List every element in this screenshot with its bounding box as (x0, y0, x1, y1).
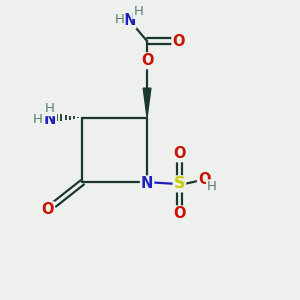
Text: O: O (42, 202, 54, 217)
Text: H: H (207, 180, 217, 193)
Text: O: O (173, 146, 186, 161)
Text: N: N (44, 112, 56, 127)
Text: O: O (173, 206, 186, 221)
Text: H: H (115, 13, 124, 26)
Text: H: H (133, 5, 143, 18)
Text: H: H (45, 102, 55, 115)
Polygon shape (143, 88, 151, 118)
Text: H: H (33, 112, 43, 126)
Text: S: S (174, 176, 185, 191)
Text: N: N (123, 13, 136, 28)
Text: N: N (141, 176, 153, 191)
Text: O: O (141, 53, 153, 68)
Text: O: O (198, 172, 210, 187)
Text: O: O (172, 34, 185, 49)
